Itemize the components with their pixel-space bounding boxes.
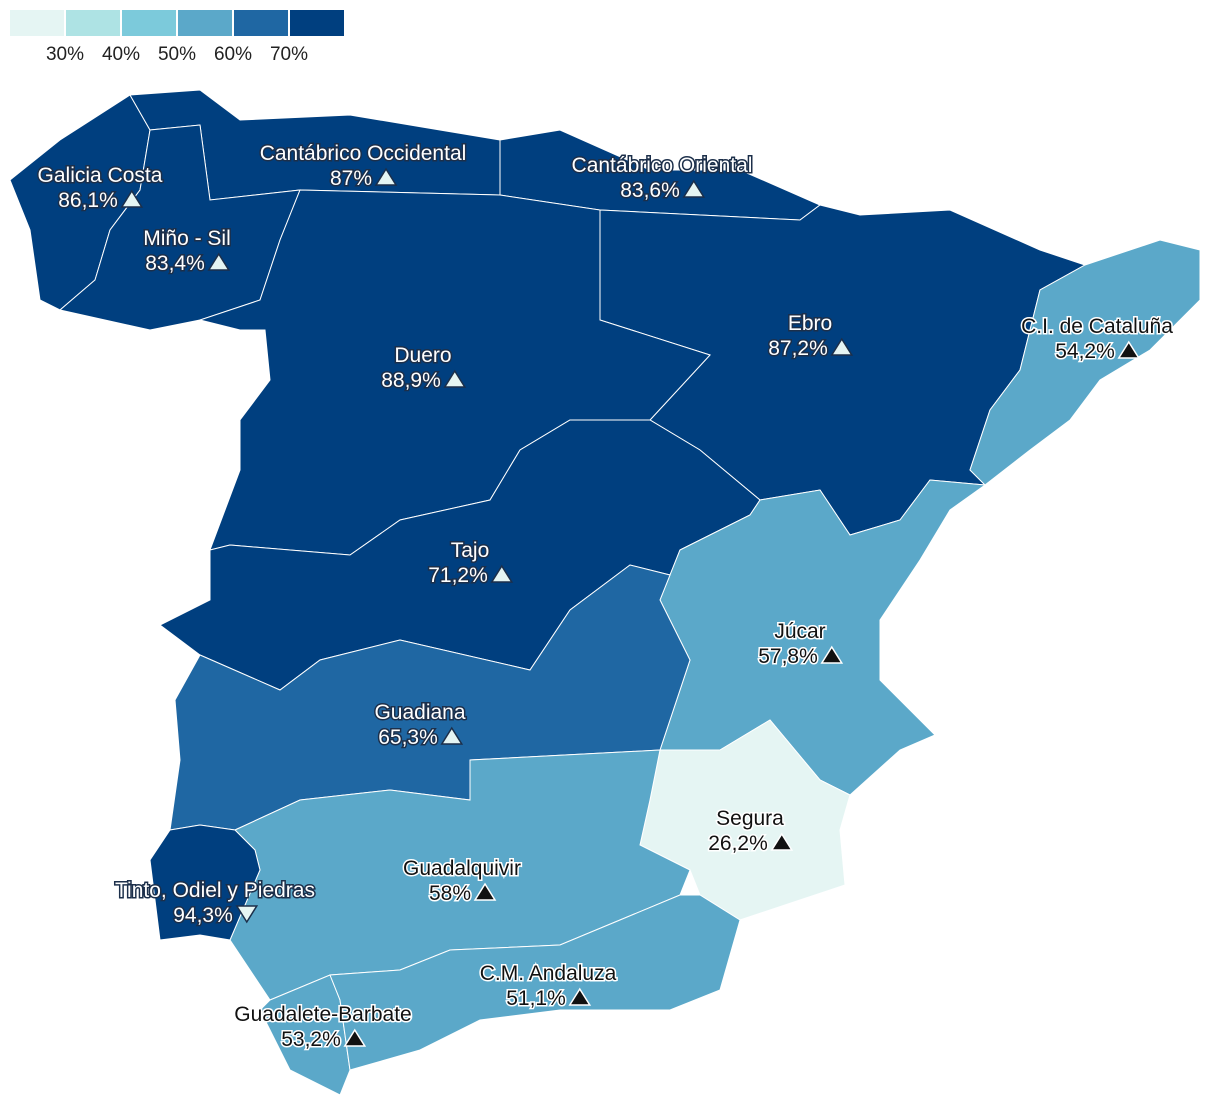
region-value: 54,2% <box>1055 340 1115 363</box>
region-value: 87% <box>330 167 372 190</box>
region-name: Guadalete-Barbate <box>234 1003 411 1026</box>
region-name: Tajo <box>451 539 490 562</box>
region <box>969 239 1201 486</box>
region-value: 88,9% <box>381 369 441 392</box>
region-value: 94,3% <box>173 904 233 927</box>
legend-swatch <box>122 10 176 36</box>
region-name: Cantábrico Occidental <box>260 142 467 165</box>
trend-arrow <box>1117 340 1141 359</box>
region-value: 53,2% <box>281 1028 341 1051</box>
legend-label: 50% <box>158 44 196 65</box>
trend-arrow <box>343 1028 367 1047</box>
region-value: 65,3% <box>378 726 438 749</box>
region <box>329 894 741 1071</box>
region <box>149 824 261 941</box>
trend-arrow <box>440 726 464 745</box>
region-name: Miño - Sil <box>143 227 231 250</box>
legend-swatch <box>10 10 64 36</box>
region-value: 71,2% <box>428 564 488 587</box>
trend-arrow <box>568 987 592 1006</box>
region-name: Cantábrico Oriental <box>572 154 753 177</box>
legend-swatch <box>66 10 120 36</box>
region-value: 83,6% <box>620 179 680 202</box>
trend-arrow <box>830 337 854 356</box>
region-name: Ebro <box>788 312 832 335</box>
legend-label: 70% <box>270 44 308 65</box>
trend-arrow <box>207 252 231 271</box>
region-name: Segura <box>716 807 784 830</box>
region-value: 86,1% <box>58 189 118 212</box>
trend-arrow <box>820 645 844 664</box>
region-name: Guadiana <box>374 701 465 724</box>
region-name: Tinto, Odiel y Piedras <box>115 879 315 902</box>
legend-swatch <box>178 10 232 36</box>
region-value: 58% <box>429 882 471 905</box>
region-value: 26,2% <box>708 832 768 855</box>
region-name: Guadalquivir <box>403 857 521 880</box>
region-name: C.M. Andaluza <box>480 962 617 985</box>
legend-label: 60% <box>214 44 252 65</box>
trend-arrow <box>770 832 794 851</box>
trend-arrow <box>235 905 259 924</box>
region-value: 87,2% <box>768 337 828 360</box>
region-name: Júcar <box>774 620 825 643</box>
legend-label: 40% <box>102 44 140 65</box>
region-name: Duero <box>394 344 451 367</box>
legend-swatch <box>234 10 288 36</box>
trend-arrow <box>120 189 144 208</box>
region-name: Galicia Costa <box>38 164 163 187</box>
region-value: 83,4% <box>145 252 205 275</box>
trend-arrow <box>443 369 467 388</box>
legend-swatch <box>290 10 344 36</box>
trend-arrow <box>374 167 398 186</box>
trend-arrow <box>490 564 514 583</box>
region-value: 57,8% <box>758 645 818 668</box>
legend-label: 30% <box>46 44 84 65</box>
region-value: 51,1% <box>506 987 566 1010</box>
trend-arrow <box>473 882 497 901</box>
region-name: C.I. de Cataluña <box>1021 315 1173 338</box>
trend-arrow <box>682 179 706 198</box>
